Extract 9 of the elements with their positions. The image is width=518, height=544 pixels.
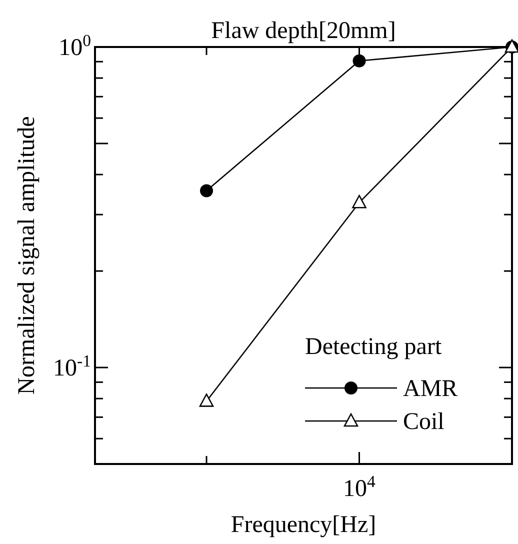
legend-title: Detecting part	[305, 334, 442, 360]
legend-label: Coil	[403, 409, 445, 435]
chart-title: Flaw depth[20mm]	[211, 18, 396, 44]
legend-label: AMR	[403, 376, 458, 402]
y-tick-label: 10$^{0}$	[58, 30, 91, 61]
x-axis-title: Frequency[Hz]	[230, 512, 376, 538]
y-tick-label: 10$^{-1}$	[53, 351, 91, 382]
y-axis-title: Normalized signal amplitude	[14, 116, 40, 395]
text: 10$^{4}$	[343, 472, 376, 502]
